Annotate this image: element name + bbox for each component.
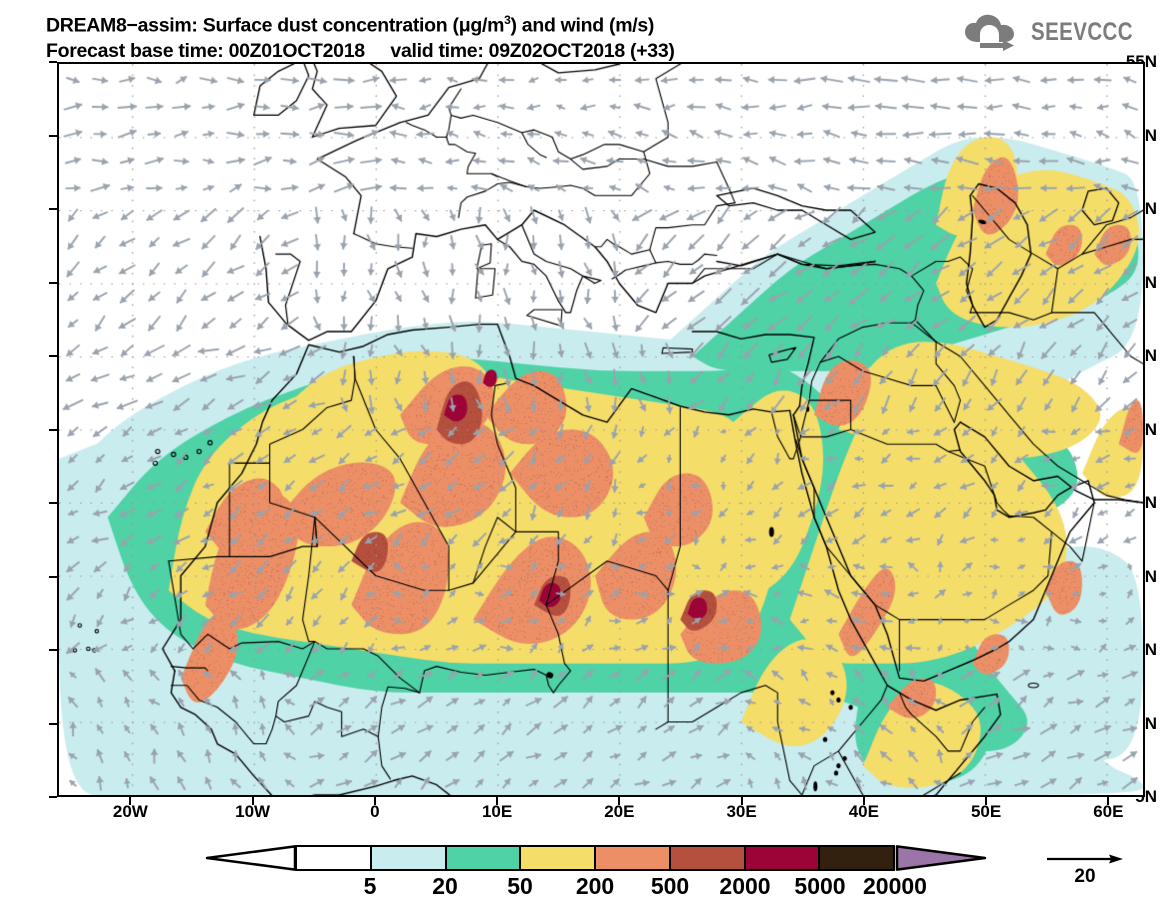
y-tick-mark xyxy=(49,649,57,651)
colorbar-segments xyxy=(295,845,895,871)
x-axis-tick-20W: 20W xyxy=(112,802,148,821)
colorbar-segment-7 xyxy=(818,847,893,869)
x-tick-mark xyxy=(129,797,132,805)
colorbar-segment-3 xyxy=(519,847,594,869)
colorbar-label-20000: 20000 xyxy=(863,873,927,899)
y-tick-mark xyxy=(49,61,57,63)
map-canvas[interactable] xyxy=(59,64,1143,795)
y-tick-mark xyxy=(49,796,57,798)
x-axis-tick-0: 0 xyxy=(370,802,380,821)
chart-title-block: DREAM8−assim: Surface dust concentration… xyxy=(46,8,926,64)
colorbar-label-5: 5 xyxy=(363,873,377,899)
dust-concentration-map[interactable] xyxy=(57,62,1145,797)
wind-vector-icon xyxy=(1047,854,1123,864)
colorbar-segment-2 xyxy=(444,847,520,869)
x-tick-mark xyxy=(740,797,743,805)
colorbar-label-20: 20 xyxy=(432,873,458,899)
colorbar-segment-6 xyxy=(743,847,819,869)
title-line-1-post: ) and wind (m/s) xyxy=(510,14,655,37)
x-axis-tick-10W: 10W xyxy=(235,802,271,821)
x-tick-mark xyxy=(496,797,499,805)
colorbar-label-2000: 2000 xyxy=(719,873,771,899)
x-axis-tick-50E: 50E xyxy=(970,802,1002,821)
y-tick-mark xyxy=(49,134,57,137)
x-axis-tick-10E: 10E xyxy=(481,802,513,821)
wind-scale-reference: 20 xyxy=(1045,852,1125,887)
x-axis-tick-60E: 60E xyxy=(1093,802,1124,821)
colorbar-label-500: 500 xyxy=(650,873,690,899)
x-tick-mark xyxy=(251,797,254,805)
y-tick-mark xyxy=(49,722,57,725)
logo-text: SEEVCCC xyxy=(1030,17,1133,46)
x-axis-tick-40E: 40E xyxy=(848,802,879,821)
colorbar-segment-5 xyxy=(668,847,744,869)
title-line-1: DREAM8−assim: Surface dust concentration… xyxy=(46,8,926,39)
colorbar-under-arrow xyxy=(205,845,297,871)
colorbar-over-arrow xyxy=(895,845,987,871)
wind-scale-label: 20 xyxy=(1074,866,1096,887)
title-superscript: 3 xyxy=(504,13,511,27)
y-tick-mark xyxy=(49,428,57,431)
colorbar-label-5000: 5000 xyxy=(794,873,846,899)
colorbar-label-200: 200 xyxy=(575,873,615,899)
x-tick-mark xyxy=(373,797,376,805)
title-line-2: Forecast base time: 00Z01OCT2018 valid t… xyxy=(46,39,675,62)
seevccc-logo: SEEVCCC xyxy=(962,10,1155,54)
x-tick-mark xyxy=(862,797,865,805)
colorbar-segment-0 xyxy=(297,847,370,869)
x-axis-tick-30E: 30E xyxy=(726,802,757,821)
y-tick-mark xyxy=(49,355,57,357)
y-tick-mark xyxy=(49,281,57,284)
cloud-icon xyxy=(964,14,1014,51)
colorbar-label-50: 50 xyxy=(507,873,533,899)
title-line-1-pre: DREAM8−assim: Surface dust concentration… xyxy=(46,14,505,37)
colorbar-segment-4 xyxy=(594,847,669,869)
x-tick-mark xyxy=(985,797,988,805)
x-tick-mark xyxy=(1107,797,1110,805)
x-axis-tick-20E: 20E xyxy=(604,802,635,821)
y-tick-mark xyxy=(49,208,57,210)
colorbar-segment-1 xyxy=(369,847,445,869)
y-tick-mark xyxy=(49,502,57,504)
x-tick-mark xyxy=(618,797,621,805)
y-tick-mark xyxy=(49,575,57,578)
